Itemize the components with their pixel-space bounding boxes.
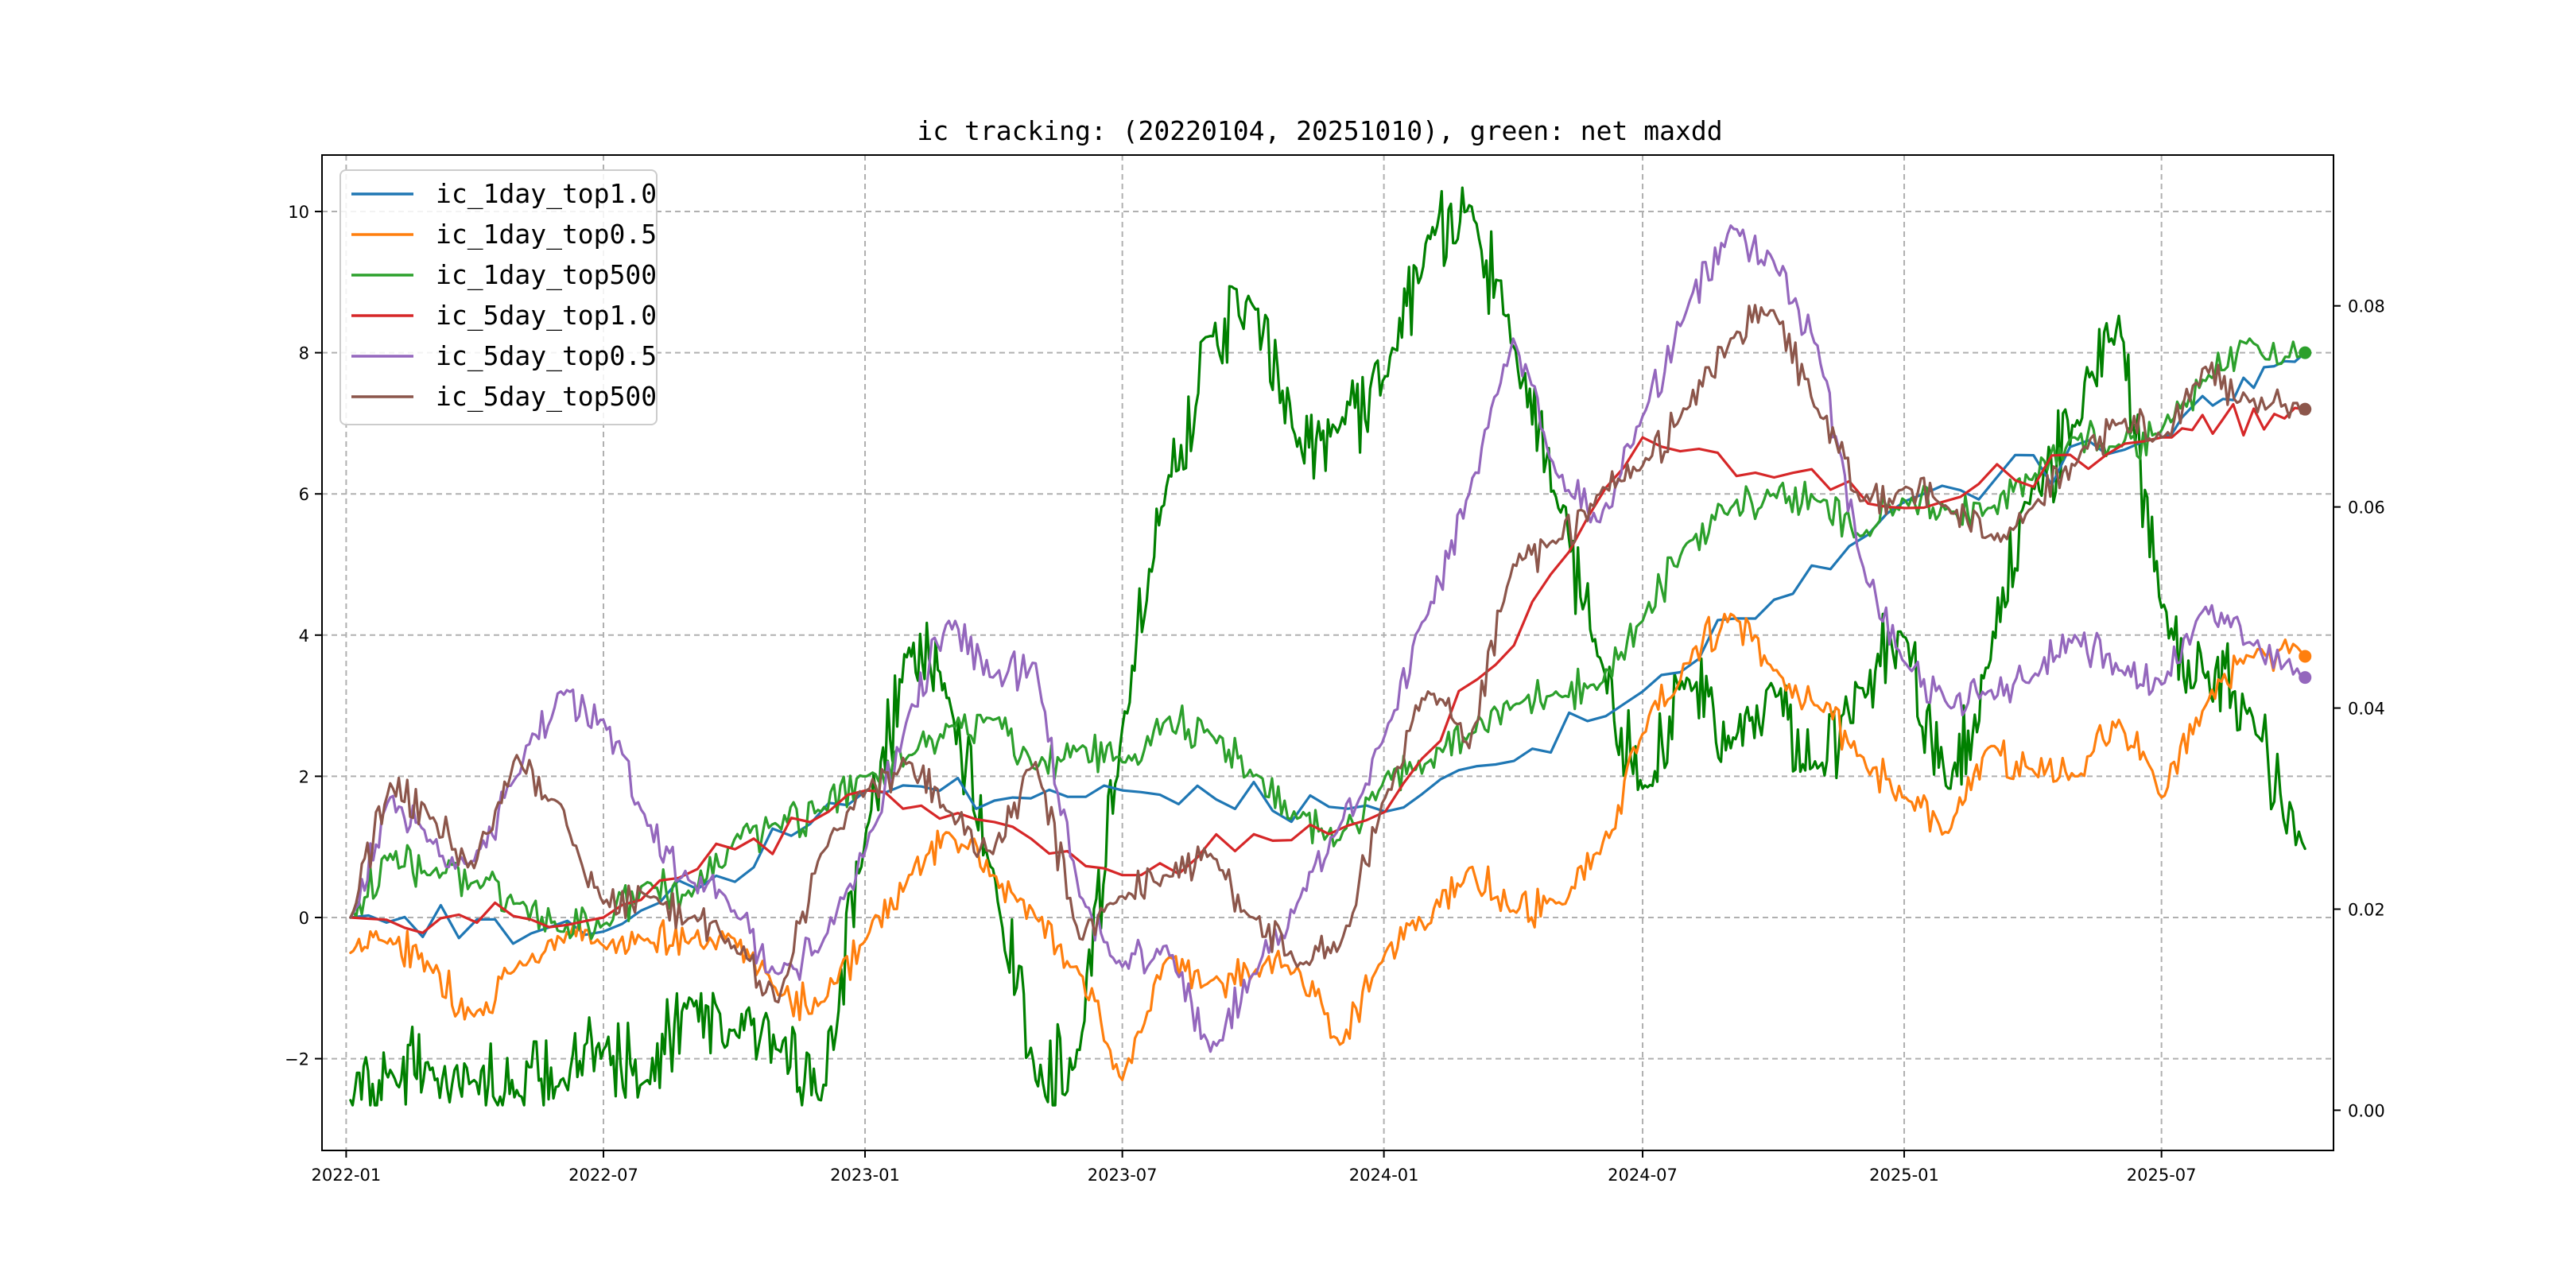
series-endpoint-marker	[2299, 650, 2312, 663]
y-left-tick-label: 0	[299, 909, 309, 928]
legend-box	[339, 169, 658, 425]
x-tick-label: 2023-01	[830, 1166, 900, 1185]
legend: ic_1day_top1.0 ic_1day_top0.5 ic_1day_top5…	[339, 169, 658, 425]
y-right-tick-label: 0.02	[2348, 900, 2385, 919]
y-left-tick-label: 4	[299, 627, 309, 646]
legend-label: ic_5day_top500	[436, 381, 657, 413]
y-left-tick-label: 2	[299, 767, 309, 786]
x-tick-label: 2022-07	[568, 1166, 638, 1185]
y-right-tick-label: 0.00	[2348, 1101, 2385, 1120]
y-right-tick-label: 0.08	[2348, 297, 2385, 316]
series-endpoint-marker	[2299, 671, 2312, 685]
x-tick-label: 2025-07	[2127, 1166, 2197, 1185]
x-tick-label: 2023-07	[1088, 1166, 1158, 1185]
y-left-tick-label: −2	[285, 1050, 309, 1069]
ticks: 2022-01 2022-07 2023-01 2023-07 2024-01 2024-…	[285, 203, 2385, 1185]
chart-title: ic tracking: (20220104, 20251010), green…	[917, 115, 1722, 146]
x-tick-label: 2025-01	[1869, 1166, 1939, 1185]
y-left-tick-label: 10	[288, 203, 309, 222]
x-tick-label: 2024-07	[1608, 1166, 1678, 1185]
series-endpoint-marker	[2299, 346, 2312, 359]
legend-label: ic_1day_top1.0	[436, 178, 657, 210]
series-line-net-maxdd	[349, 186, 2306, 1107]
series-line-ic-1day-top500	[349, 337, 2306, 941]
axes-frame	[321, 154, 2334, 1151]
y-right-tick-label: 0.06	[2348, 499, 2385, 518]
series-layer	[349, 186, 2312, 1107]
series-line-ic-1day-top0-5	[349, 612, 2306, 1081]
series-endpoint-marker	[2299, 402, 2312, 416]
y-right-tick-label: 0.04	[2348, 700, 2385, 719]
legend-label: ic_5day_top1.0	[436, 300, 657, 332]
y-left-tick-label: 8	[299, 344, 309, 363]
series-line-ic-5day-top0-5	[349, 224, 2306, 1053]
legend-label: ic_5day_top0.5	[436, 340, 657, 372]
legend-label: ic_1day_top500	[436, 259, 657, 291]
series-line-ic-5day-top500	[349, 304, 2306, 1004]
x-tick-label: 2022-01	[312, 1166, 382, 1185]
y-left-tick-label: 6	[299, 485, 309, 504]
x-tick-label: 2024-01	[1349, 1166, 1419, 1185]
legend-label: ic_1day_top0.5	[436, 219, 657, 250]
series-line-ic-5day-top1-0	[349, 402, 2306, 934]
